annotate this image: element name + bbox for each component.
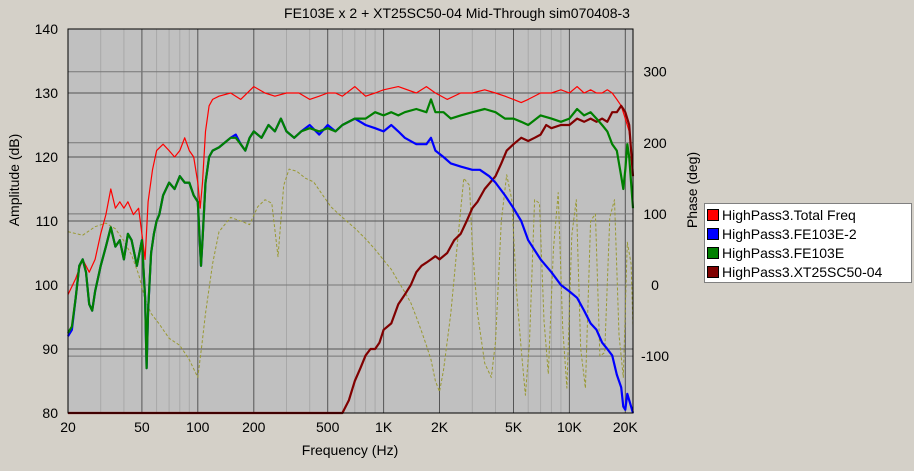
- x-tick-label: 20: [60, 419, 76, 435]
- legend-swatch: [707, 247, 719, 259]
- x-tick-label: 10K: [557, 419, 583, 435]
- phase-line: [67, 168, 634, 396]
- x-tick-label: 200: [242, 419, 266, 435]
- y2-tick-label: -100: [641, 348, 669, 364]
- y-tick-label: 90: [42, 341, 58, 357]
- x-tick-label: 100: [186, 419, 210, 435]
- legend-label: HighPass3.XT25SC50-04: [722, 264, 883, 280]
- series-line-0: [67, 85, 634, 295]
- y2-tick-label: 0: [651, 277, 659, 293]
- legend-item: HighPass3.Total Freq: [707, 206, 911, 225]
- y-axis-label: Amplitude (dB): [6, 134, 22, 227]
- y-tick-label: 110: [36, 213, 59, 229]
- x-tick-label: 50: [134, 419, 150, 435]
- x-tick-label: 2K: [431, 419, 449, 435]
- chart-title: FE103E x 2 + XT25SC50-04 Mid-Through sim…: [284, 5, 630, 21]
- plot-frame: [67, 28, 634, 414]
- legend-item: HighPass3.FE103E-2: [707, 225, 911, 244]
- y2-tick-label: 200: [643, 135, 667, 151]
- legend-swatch: [707, 266, 719, 278]
- x-tick-label: 500: [316, 419, 340, 435]
- legend-label: HighPass3.Total Freq: [722, 207, 856, 223]
- legend-swatch: [707, 228, 719, 240]
- y-tick-label: 100: [35, 277, 59, 293]
- legend-item: HighPass3.XT25SC50-04: [707, 263, 911, 282]
- y-tick-label: 130: [35, 85, 59, 101]
- series-line-2: [67, 98, 635, 370]
- x-axis-label: Frequency (Hz): [302, 442, 398, 458]
- y-tick-label: 80: [42, 405, 58, 421]
- y2-tick-label: 100: [643, 206, 667, 222]
- x-tick-label: 20K: [613, 419, 639, 435]
- y-tick-label: 120: [35, 149, 59, 165]
- tick-labels: 20 50 100 200 500 1K 2K 5K 10K 20K 80 90 100 110 120 13…: [35, 21, 670, 435]
- y-tick-label: 140: [35, 21, 59, 37]
- y2-axis-label: Phase (deg): [684, 152, 700, 228]
- legend-label: HighPass3.FE103E: [722, 245, 845, 261]
- legend-label: HighPass3.FE103E-2: [722, 226, 857, 242]
- legend-swatch: [707, 209, 719, 221]
- legend-item: HighPass3.FE103E: [707, 244, 911, 263]
- legend: HighPass3.Total Freq HighPass3.FE103E-2 Hi…: [704, 203, 912, 283]
- x-tick-label: 1K: [375, 419, 393, 435]
- x-tick-label: 5K: [505, 419, 523, 435]
- y2-tick-label: 300: [643, 64, 667, 80]
- series-group: [67, 85, 635, 415]
